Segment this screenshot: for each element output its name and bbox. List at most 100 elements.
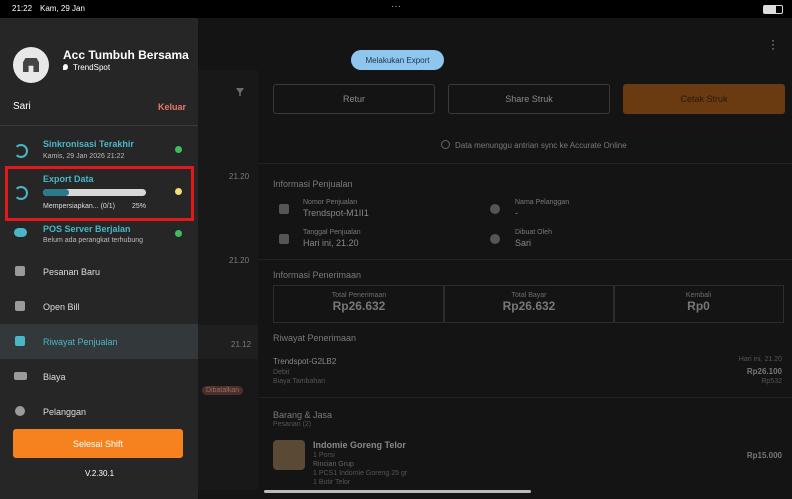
field-value: Trendspot-M1II1 [303,208,369,218]
sync-note: Data menunggu antrian sync ke Accurate O… [455,141,627,150]
retur-button[interactable]: Retur [273,84,435,114]
item-price: Rp15.000 [746,451,782,460]
logout-button[interactable]: Keluar [158,102,187,112]
export-icon [14,186,28,200]
sync-title: Sinkronisasi Terakhir [43,139,134,149]
field-label: Nomor Penjualan [303,199,358,206]
box-value: Rp0 [687,299,710,313]
menu-icon [15,336,25,346]
user-name: Sari [13,101,31,112]
group-title: Rincian Grup [313,461,354,468]
export-title: Export Data [43,174,94,184]
cloud-icon [14,228,27,237]
end-shift-button[interactable]: Selesai Shift [13,429,183,458]
battery [763,5,783,14]
status-dot [175,230,182,237]
store-avatar [13,47,49,83]
status-dot [175,146,182,153]
sync-subtitle: Kamis, 29 Jan 2026 21:22 [43,153,125,160]
list-time[interactable]: 21.20 [229,256,250,265]
home-indicator [264,490,531,493]
menu-icon [15,301,25,311]
server-subtitle: Belum ada perangkat terhubung [43,237,144,244]
receipt-amount: Rp26.100 [746,367,782,376]
version: V.2.30.1 [85,469,115,478]
menu-icon [15,266,25,276]
field-label: Tanggal Penjualan [303,229,361,236]
item-unit: 1 Porsi [313,452,335,459]
divider [258,163,792,164]
section-title: Informasi Penjualan [273,179,353,189]
divider [0,125,198,126]
export-status: Mempersiapkan... (0/1) [43,203,115,210]
field-label: Nama Pelanggan [515,199,570,206]
export-percent: 25% [132,203,147,210]
receipt-date: Hari ini, 21.20 [738,356,782,363]
box-label: Kembali [685,292,712,299]
divider [258,259,792,260]
sidebar [0,18,198,499]
progress-track [43,189,146,196]
highlight-box [5,166,194,221]
field-label: Dibuat Oleh [515,229,552,236]
menu-selected [0,324,198,359]
item-image [273,440,305,470]
print-button[interactable]: Cetak Struk [623,84,785,114]
item-name: Indomie Goreng Telor [313,440,406,450]
status-badge: Dibatalkan [202,386,244,395]
section-title: Riwayat Penerimaan [273,333,357,343]
box-label: Total Penerimaan [331,292,387,299]
sync-icon [14,144,28,158]
toast: Melakukan Export [351,50,444,70]
icon [279,234,289,244]
payment-method: Debit [273,369,290,376]
field-value: - [515,208,518,218]
fee-amount: Rp532 [761,378,782,385]
field-value: Hari ini, 21.20 [303,238,359,248]
group-line: 1 Butir Telor [313,479,351,486]
menu-item[interactable]: Riwayat Penjualan [43,337,118,347]
section-subtitle: Pesanan (2) [273,421,312,428]
receipt-number: Trendspot-G2LB2 [273,357,337,366]
icon [490,204,500,214]
filter-icon[interactable] [236,88,244,96]
progress-fill [43,189,69,196]
box-value: Rp26.632 [332,299,386,313]
section-title: Barang & Jasa [273,410,333,420]
store-name: Acc Tumbuh Bersama [63,48,189,62]
status-dots: ··· [391,1,401,12]
share-button[interactable]: Share Struk [448,84,610,114]
menu-icon [15,406,25,416]
menu-icon [14,372,27,380]
clock: 21:22 [12,4,33,13]
list-pane [198,70,258,490]
more-menu[interactable]: · · · [771,33,775,55]
icon [490,234,500,244]
summary-box: Total Bayar Rp26.632 [443,285,615,323]
list-time[interactable]: 21.20 [229,172,250,181]
icon [279,204,289,214]
menu-item[interactable]: Pelanggan [43,407,87,417]
pin-icon [63,64,68,70]
menu-item[interactable]: Pesanan Baru [43,267,101,277]
divider [258,397,792,398]
status-dot [175,188,182,195]
list-time[interactable]: 21.12 [231,340,252,349]
group-line: 1 PCS1 Indomie Goreng 25 gr [313,470,408,477]
list-selected [198,325,258,359]
menu-item[interactable]: Open Bill [43,302,80,312]
date: Kam, 29 Jan [40,4,85,13]
section-title: Informasi Penerimaan [273,270,362,280]
field-value: Sari [515,238,532,248]
box-value: Rp26.632 [502,299,556,313]
fee-label: Biaya Tambahan [273,378,326,385]
branch-name: TrendSpot [73,63,111,72]
summary-box: Total Penerimaan Rp26.632 [273,285,445,323]
box-label: Total Bayar [511,292,547,299]
server-title: POS Server Berjalan [43,224,131,234]
status-bar [0,0,792,18]
menu-item[interactable]: Biaya [43,372,66,382]
summary-box: Kembali Rp0 [613,285,784,323]
sync-icon [441,140,450,149]
